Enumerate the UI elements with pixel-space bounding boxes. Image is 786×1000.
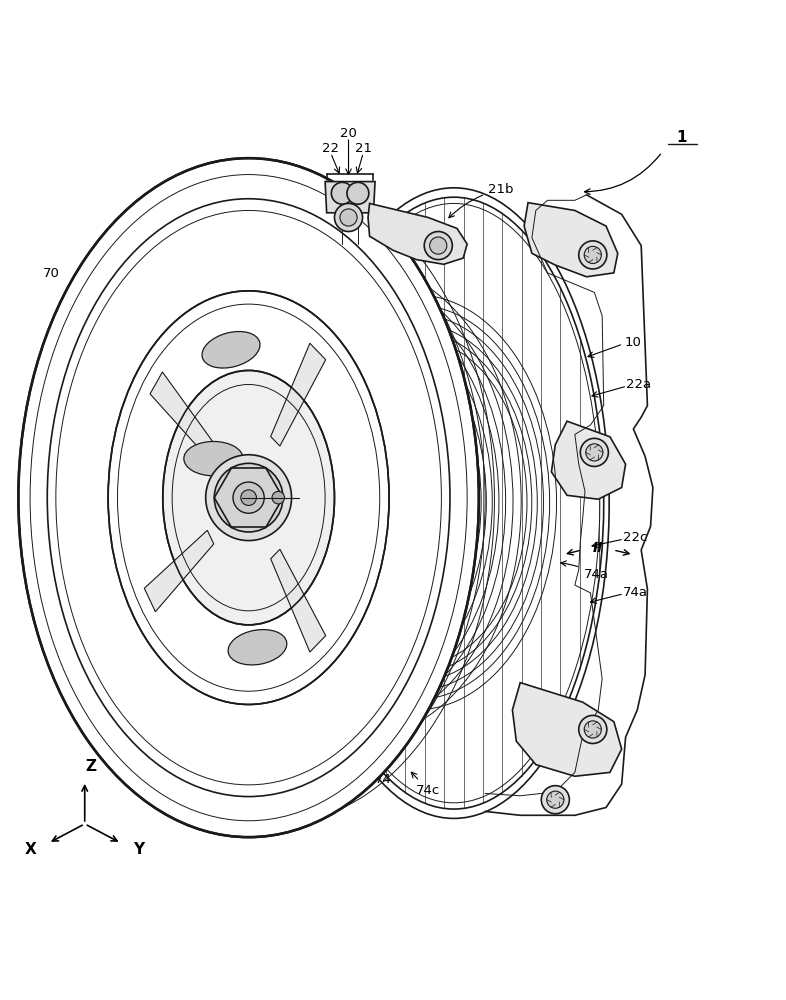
Ellipse shape [347,182,369,204]
Ellipse shape [578,241,607,269]
Text: 31: 31 [110,427,127,440]
Polygon shape [270,343,325,446]
Ellipse shape [304,197,604,809]
Text: J: J [79,458,83,471]
Text: Y: Y [133,842,144,857]
Ellipse shape [206,455,292,541]
Ellipse shape [233,482,264,513]
Text: 75: 75 [277,230,294,249]
Text: 74b: 74b [255,773,281,802]
Ellipse shape [430,237,447,254]
Text: 74b: 74b [238,240,263,262]
Polygon shape [512,683,622,776]
Text: 74a: 74a [189,773,215,802]
Text: 74a: 74a [561,561,608,581]
Text: X: X [25,842,37,857]
Ellipse shape [202,332,260,368]
Text: II: II [593,541,603,555]
Ellipse shape [586,444,603,461]
Polygon shape [524,203,618,277]
Polygon shape [145,530,214,612]
Ellipse shape [241,490,256,505]
Polygon shape [150,372,217,460]
Ellipse shape [542,786,569,814]
Ellipse shape [215,463,283,532]
Text: Z: Z [86,759,97,774]
Text: 22: 22 [322,142,339,155]
Ellipse shape [335,203,362,232]
Text: 74: 74 [329,763,347,787]
Polygon shape [552,421,626,499]
Text: 72b: 72b [202,252,235,278]
Ellipse shape [18,158,479,837]
Text: 74a: 74a [623,586,648,599]
Text: 22c: 22c [623,531,647,544]
Text: 70: 70 [42,267,60,280]
Polygon shape [325,182,375,213]
Ellipse shape [228,630,287,665]
Text: 74c: 74c [184,245,208,270]
Ellipse shape [578,715,607,743]
Text: 74: 74 [373,764,392,786]
Text: II: II [66,468,76,482]
Text: 72: 72 [102,369,138,396]
Ellipse shape [584,721,601,738]
Text: 21: 21 [354,142,372,155]
Text: 1: 1 [677,130,687,145]
Text: 74: 74 [307,228,323,247]
Text: 10: 10 [625,336,642,349]
Ellipse shape [584,246,601,264]
Text: 74c: 74c [411,772,440,797]
Polygon shape [270,549,325,652]
Ellipse shape [163,370,335,625]
Ellipse shape [424,232,452,260]
Text: 31: 31 [110,427,193,480]
Text: 74a: 74a [140,259,178,285]
Ellipse shape [332,182,353,204]
Text: 22a: 22a [626,378,652,391]
Ellipse shape [272,491,285,504]
Text: 21b: 21b [449,183,513,218]
Ellipse shape [580,438,608,466]
Text: 20: 20 [340,127,357,140]
FancyArrowPatch shape [585,154,660,194]
Text: 74: 74 [92,492,141,505]
Ellipse shape [108,291,389,704]
Ellipse shape [547,791,564,808]
Polygon shape [368,203,467,264]
Ellipse shape [184,441,243,476]
Ellipse shape [340,209,357,226]
